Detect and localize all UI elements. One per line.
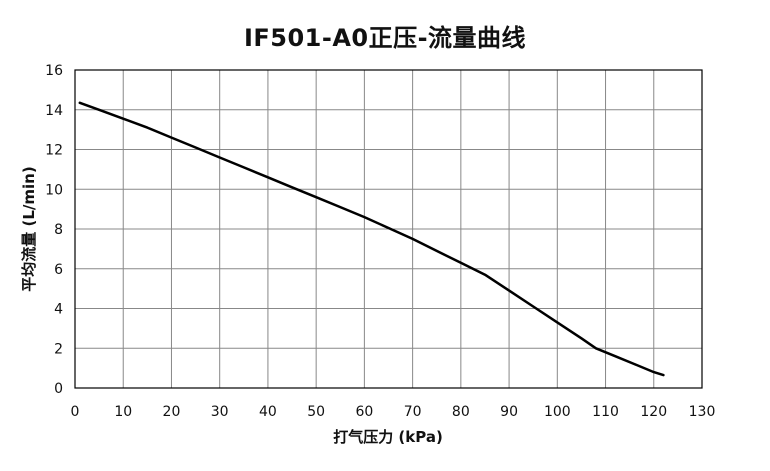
- x-tick-label: 100: [544, 404, 571, 420]
- grid-layer: [75, 70, 702, 388]
- series-line: [78, 101, 665, 377]
- y-tick-label: 2: [54, 341, 63, 357]
- chart-title: IF501-A0正压-流量曲线: [243, 24, 527, 52]
- x-tick-label: 10: [114, 404, 132, 420]
- y-tick-label: 14: [45, 103, 63, 119]
- series-layer: [78, 101, 665, 377]
- y-tick-label: 6: [54, 262, 63, 278]
- x-axis-label: 打气压力 (kPa): [333, 428, 443, 446]
- x-tick-label: 30: [211, 404, 229, 420]
- x-tick-label: 40: [259, 404, 277, 420]
- x-tick-label: 120: [640, 404, 667, 420]
- x-tick-label: 0: [71, 404, 80, 420]
- y-tick-label: 16: [45, 63, 63, 79]
- x-tick-label: 80: [452, 404, 470, 420]
- y-tick-label: 0: [54, 381, 63, 397]
- y-axis-label: 平均流量 (L/min): [20, 166, 38, 291]
- tick-label-layer: 0 10 20 30 40 50 60 70 80 90 100 110 120 130 0 2 4 6 8 10 12…: [45, 63, 715, 420]
- x-tick-label: 110: [592, 404, 619, 420]
- plot-frame: [74, 69, 703, 389]
- x-tick-label: 20: [163, 404, 181, 420]
- x-tick-label: 70: [404, 404, 422, 420]
- y-tick-label: 12: [45, 143, 63, 159]
- x-tick-label: 130: [689, 404, 716, 420]
- y-tick-label: 4: [54, 302, 63, 318]
- x-tick-label: 60: [355, 404, 373, 420]
- x-tick-label: 90: [500, 404, 518, 420]
- x-tick-label: 50: [307, 404, 325, 420]
- y-tick-label: 8: [54, 222, 63, 238]
- y-tick-label: 10: [45, 182, 63, 198]
